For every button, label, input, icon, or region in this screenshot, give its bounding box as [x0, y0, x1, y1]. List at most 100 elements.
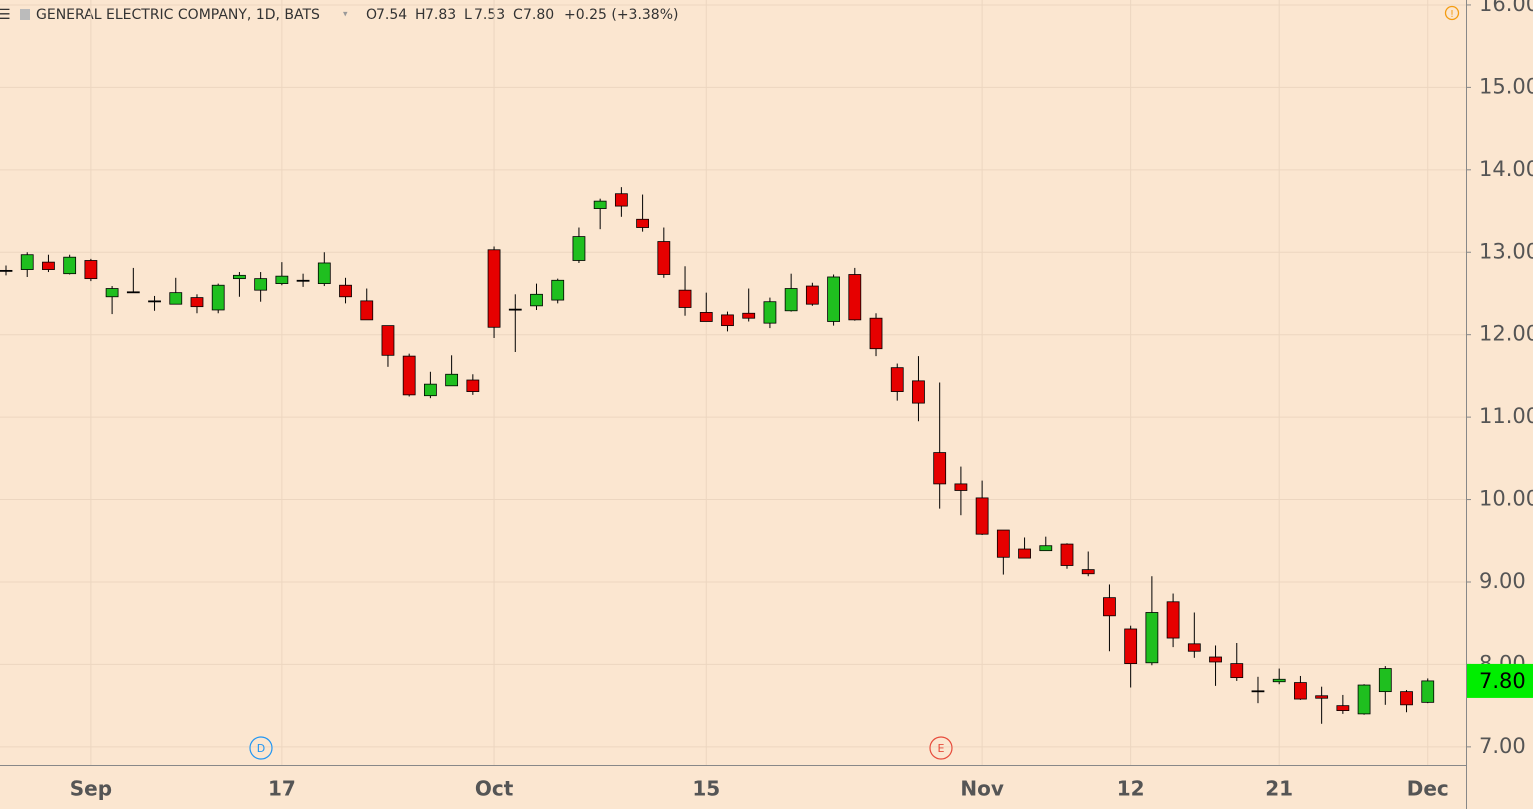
ohlc-value: 7.53: [474, 7, 505, 23]
x-tick-label: 17: [268, 777, 296, 801]
candle-body: [63, 256, 77, 275]
svg-text:!: !: [1450, 9, 1454, 20]
x-tick-label: Oct: [475, 777, 514, 801]
candle-body: [699, 312, 713, 322]
candle-body: [954, 483, 968, 491]
candle-body: [551, 279, 565, 301]
candle-body: [1421, 680, 1435, 703]
candle-body: [317, 262, 331, 284]
y-tick-label: 13.00: [1479, 239, 1533, 263]
ohlc-label: C: [513, 7, 523, 23]
candle-body: [593, 200, 607, 209]
candle-body: [275, 275, 289, 284]
candle-body: [1145, 612, 1159, 664]
candle-body: [678, 289, 692, 308]
candle-body: [1251, 690, 1265, 693]
x-tick-label: Sep: [70, 777, 112, 801]
candle-body: [890, 367, 904, 392]
candle-body: [126, 291, 140, 294]
event-marker[interactable]: [929, 736, 953, 760]
candle-body: [254, 278, 268, 291]
candle-body: [508, 308, 522, 311]
candle-body: [912, 380, 925, 404]
event-marker[interactable]: [249, 736, 273, 760]
y-tick-label: 15.00: [1479, 74, 1533, 98]
x-tick-label: Nov: [960, 777, 1004, 801]
header: ☰ GENERAL ELECTRIC COMPANY, 1D, BATS ▾ O…: [0, 7, 678, 23]
last-price-box: [1467, 663, 1533, 698]
candle-body: [105, 288, 119, 298]
candle-body: [233, 274, 246, 280]
candle-body: [975, 497, 989, 535]
candle-body: [721, 314, 734, 327]
candle-body: [423, 383, 437, 397]
candle-body: [848, 274, 862, 321]
candle-body: [360, 300, 374, 321]
candle-body: [211, 284, 225, 311]
candle-body: [1187, 643, 1201, 652]
warning-icon[interactable]: !: [1444, 5, 1460, 21]
candle-body: [1272, 678, 1286, 683]
candle-body: [996, 529, 1010, 558]
candle-body: [1209, 656, 1222, 663]
candle-body: [0, 269, 13, 272]
y-tick-label: 7.00: [1479, 734, 1526, 758]
candle-body: [402, 355, 416, 396]
ohlc-label: O: [366, 7, 377, 23]
candle-body: [1336, 705, 1350, 711]
candle-body: [1378, 668, 1392, 693]
last-price-label: 7.80: [1479, 669, 1526, 693]
ohlc-value: 7.80: [523, 7, 554, 23]
symbol-icon: [20, 9, 30, 20]
candle-body: [1124, 628, 1138, 665]
candle-body: [1018, 548, 1031, 559]
dropdown-icon[interactable]: ▾: [343, 10, 348, 20]
candle-body: [1357, 684, 1371, 715]
candle-body: [657, 241, 671, 275]
candle-body: [763, 301, 777, 324]
candle-body: [339, 284, 352, 298]
candle-body: [614, 193, 628, 207]
candle-body: [296, 279, 310, 282]
candle-body: [827, 276, 840, 322]
candle-body: [487, 249, 501, 328]
candle-body: [42, 261, 55, 270]
y-tick-label: 16.00: [1479, 0, 1533, 16]
candle-body: [381, 325, 395, 356]
plot-area: [0, 0, 1466, 765]
candle-body: [1166, 601, 1180, 639]
x-tick-label: 21: [1265, 777, 1293, 801]
x-tick-label: 12: [1117, 777, 1145, 801]
candle-body: [572, 236, 586, 261]
change: +0.25 (+3.38%): [564, 7, 678, 23]
candle-body: [1060, 543, 1074, 566]
candle-body: [1294, 682, 1307, 700]
ohlc-values: O7.54 H 7.83 L 7.53 C 7.80: [366, 7, 554, 23]
y-tick-label: 11.00: [1479, 404, 1533, 428]
candle-body: [530, 293, 543, 307]
candle-body: [1081, 569, 1095, 575]
candle-body: [1315, 695, 1329, 699]
y-tick-label: 10.00: [1479, 487, 1533, 511]
symbol-title: GENERAL ELECTRIC COMPANY, 1D, BATS: [36, 7, 320, 23]
candle-body: [784, 288, 798, 312]
event-label: E: [938, 742, 945, 755]
menu-icon[interactable]: ☰: [0, 7, 11, 23]
candle-body: [869, 317, 883, 350]
candle-body: [636, 218, 649, 228]
x-tick-label: Dec: [1407, 777, 1449, 801]
candle-body: [933, 452, 947, 485]
candle-body: [445, 373, 459, 387]
candle-body: [1230, 663, 1244, 679]
candle-body: [20, 254, 34, 270]
candle-body: [742, 312, 756, 319]
event-label: D: [257, 742, 265, 755]
candle-body: [805, 285, 819, 305]
ohlc-value: 7.54: [376, 7, 407, 23]
x-tick-label: 15: [692, 777, 720, 801]
y-tick-label: 12.00: [1479, 322, 1533, 346]
y-tick-label: 9.00: [1479, 569, 1526, 593]
candle-body: [1103, 597, 1116, 617]
candle-body: [466, 379, 480, 392]
